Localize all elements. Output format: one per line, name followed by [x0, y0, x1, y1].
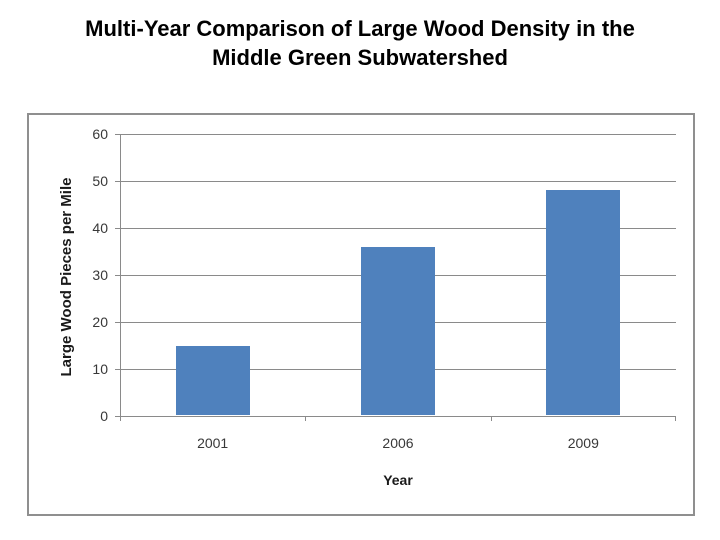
gridline-40: [120, 228, 676, 229]
slide-title-line-1: Multi-Year Comparison of Large Wood Dens…: [85, 16, 635, 41]
x-axis-tick-2: [490, 416, 492, 421]
plot-area: [115, 134, 676, 421]
chart-frame: Large Wood Pieces per Mile 0 10 20 30 40 50 60…: [27, 113, 695, 516]
y-tick-label-40: 40: [92, 220, 108, 236]
y-tick-label-20: 20: [92, 314, 108, 330]
gridline-0: [120, 416, 676, 417]
x-axis-title: Year: [383, 472, 413, 488]
y-tick-label-50: 50: [92, 173, 108, 189]
bar-2009: [546, 190, 621, 415]
y-tick-label-10: 10: [92, 361, 108, 377]
y-axis-tick-40: [115, 228, 120, 229]
gridline-60: [120, 134, 676, 135]
y-tick-label-30: 30: [92, 267, 108, 283]
y-axis-tick-50: [115, 181, 120, 182]
y-axis-tick-30: [115, 275, 120, 276]
x-tick-label-2009: 2009: [567, 435, 599, 451]
y-axis-tick-10: [115, 369, 120, 370]
slide-title-line-2: Middle Green Subwatershed: [212, 45, 508, 70]
y-tick-label-60: 60: [92, 126, 108, 142]
x-axis-tick-0: [120, 416, 121, 421]
bar-2006: [361, 246, 435, 415]
y-axis-tick-0: [115, 416, 120, 417]
y-axis-line: [120, 134, 121, 416]
y-axis-tick-20: [115, 322, 120, 323]
x-tick-label-2006: 2006: [382, 435, 414, 451]
x-tick-label-2001: 2001: [197, 435, 229, 451]
y-tick-label-0: 0: [100, 408, 108, 424]
x-axis-tick-3: [675, 416, 676, 421]
bar-2001: [175, 345, 250, 415]
gridline-50: [120, 181, 676, 182]
y-axis-tick-60: [115, 134, 120, 135]
x-axis-tick-1: [305, 416, 307, 421]
slide-title: Multi-Year Comparison of Large Wood Dens…: [0, 14, 720, 72]
